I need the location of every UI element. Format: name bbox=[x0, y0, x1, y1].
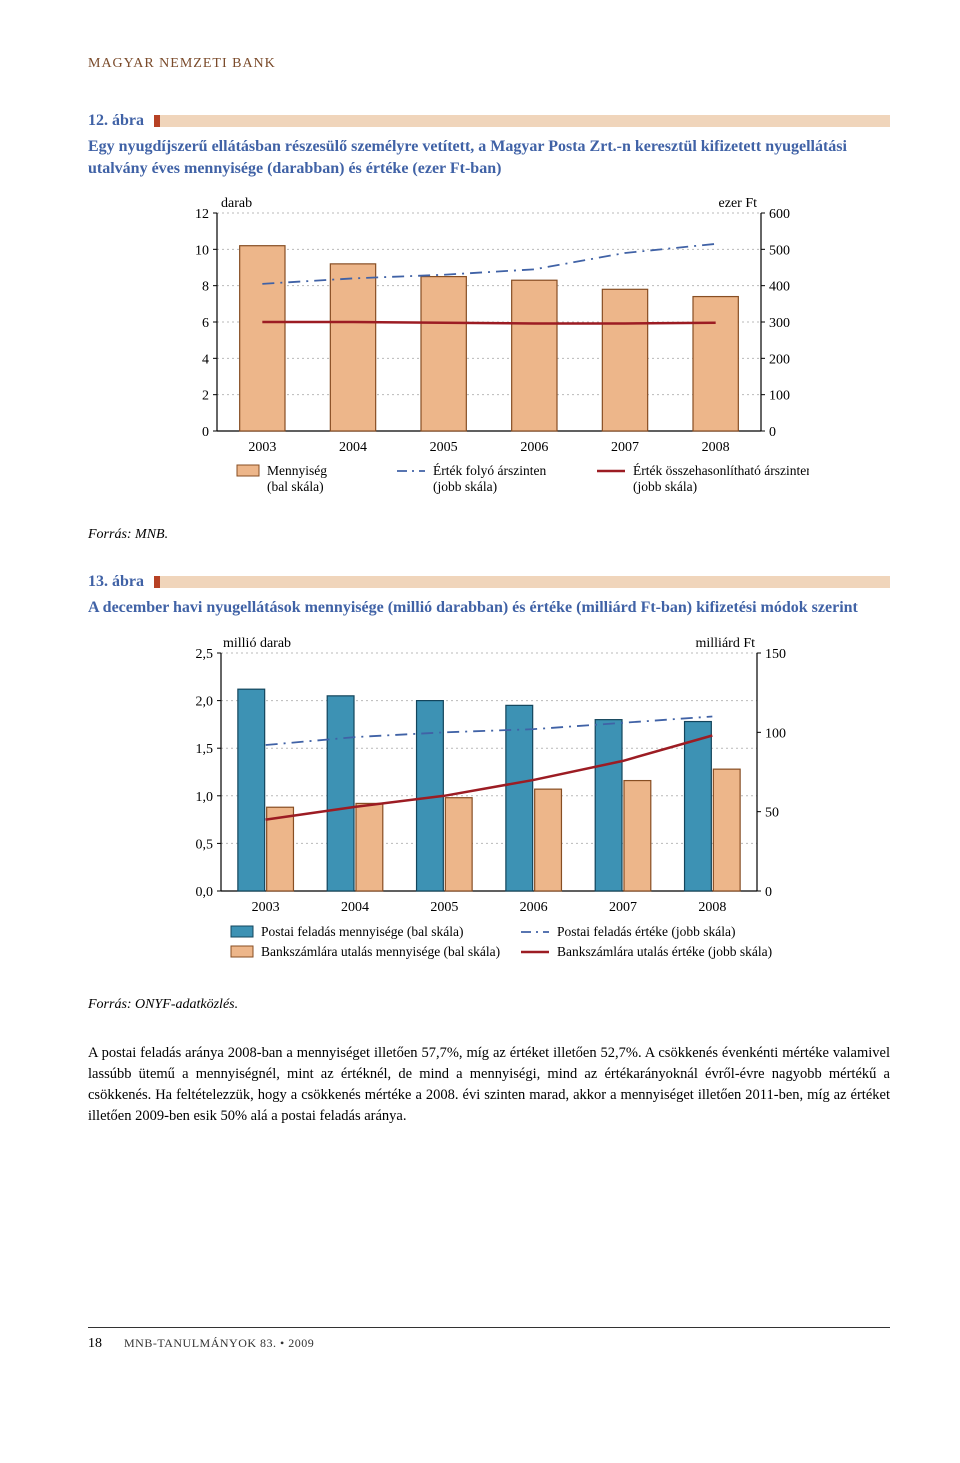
svg-text:0,5: 0,5 bbox=[196, 837, 214, 852]
svg-text:2005: 2005 bbox=[430, 900, 458, 915]
svg-text:Érték összehasonlítható árszin: Érték összehasonlítható árszinten bbox=[633, 463, 809, 478]
svg-text:0: 0 bbox=[769, 425, 776, 440]
svg-text:600: 600 bbox=[769, 207, 790, 222]
svg-text:100: 100 bbox=[769, 389, 790, 404]
svg-text:Postai feladás mennyisége (bal: Postai feladás mennyisége (bal skála) bbox=[261, 924, 463, 939]
svg-text:2: 2 bbox=[202, 389, 209, 404]
svg-text:Bankszámlára utalás értéke (jo: Bankszámlára utalás értéke (jobb skála) bbox=[557, 944, 772, 959]
fig12-source: Forrás: MNB. bbox=[88, 527, 890, 543]
footer-text: MNB-TANULMÁNYOK 83. • 2009 bbox=[124, 1336, 314, 1351]
svg-text:millió darab: millió darab bbox=[223, 636, 291, 651]
svg-text:2003: 2003 bbox=[248, 440, 276, 455]
svg-text:4: 4 bbox=[202, 353, 209, 368]
fig13-label: 13. ábra bbox=[88, 573, 144, 591]
svg-text:2004: 2004 bbox=[341, 900, 369, 915]
svg-text:2008: 2008 bbox=[702, 440, 730, 455]
page-header: MAGYAR NEMZETI BANK bbox=[88, 56, 890, 72]
svg-text:2,0: 2,0 bbox=[196, 694, 214, 709]
svg-text:2006: 2006 bbox=[520, 900, 548, 915]
svg-text:Érték folyó árszinten: Érték folyó árszinten bbox=[433, 463, 546, 478]
svg-text:2,5: 2,5 bbox=[196, 647, 214, 662]
svg-text:2007: 2007 bbox=[609, 900, 637, 915]
svg-text:darab: darab bbox=[221, 196, 252, 211]
fig12-title: Egy nyugdíjszerű ellátásban részesülő sz… bbox=[88, 136, 890, 179]
fig13-title: A december havi nyugellátások mennyisége… bbox=[88, 597, 890, 619]
svg-text:1,0: 1,0 bbox=[196, 790, 214, 805]
svg-text:2003: 2003 bbox=[252, 900, 280, 915]
fig12-title-box bbox=[154, 115, 890, 127]
svg-text:300: 300 bbox=[769, 316, 790, 331]
svg-text:10: 10 bbox=[195, 244, 209, 259]
fig13-chart: 0,0 0,5 1,0 1,5 2,0 2,5 0 50 100 150 2003 2004 2005 2… bbox=[169, 631, 809, 991]
svg-text:6: 6 bbox=[202, 316, 209, 331]
body-paragraph: A postai feladás aránya 2008-ban a menny… bbox=[88, 1043, 890, 1127]
svg-text:1,5: 1,5 bbox=[196, 742, 214, 757]
svg-text:(jobb skála): (jobb skála) bbox=[633, 479, 697, 494]
svg-text:200: 200 bbox=[769, 353, 790, 368]
svg-text:400: 400 bbox=[769, 280, 790, 295]
svg-text:(bal skála): (bal skála) bbox=[267, 479, 324, 494]
svg-text:Mennyiség: Mennyiség bbox=[267, 463, 327, 478]
svg-text:2007: 2007 bbox=[611, 440, 639, 455]
svg-text:2004: 2004 bbox=[339, 440, 367, 455]
svg-text:ezer Ft: ezer Ft bbox=[719, 196, 758, 211]
page-number: 18 bbox=[88, 1336, 102, 1352]
fig13-source: Forrás: ONYF-adatközlés. bbox=[88, 997, 890, 1013]
svg-text:50: 50 bbox=[765, 805, 779, 820]
svg-text:500: 500 bbox=[769, 244, 790, 259]
svg-text:Bankszámlára utalás mennyisége: Bankszámlára utalás mennyisége (bal skál… bbox=[261, 944, 500, 959]
svg-text:milliárd Ft: milliárd Ft bbox=[696, 636, 756, 651]
fig12-chart: 0 2 4 6 8 10 12 0 100 200 300 400 500 600 2003 2004 2005… bbox=[169, 191, 809, 521]
svg-text:0,0: 0,0 bbox=[196, 885, 214, 900]
fig12-label: 12. ábra bbox=[88, 112, 144, 130]
svg-text:(jobb skála): (jobb skála) bbox=[433, 479, 497, 494]
svg-text:12: 12 bbox=[195, 207, 209, 222]
svg-text:2005: 2005 bbox=[430, 440, 458, 455]
svg-text:8: 8 bbox=[202, 280, 209, 295]
svg-text:150: 150 bbox=[765, 647, 786, 662]
svg-text:Postai feladás értéke (jobb sk: Postai feladás értéke (jobb skála) bbox=[557, 924, 735, 939]
svg-text:0: 0 bbox=[202, 425, 209, 440]
svg-text:100: 100 bbox=[765, 726, 786, 741]
svg-text:2006: 2006 bbox=[520, 440, 548, 455]
fig13-title-box bbox=[154, 576, 890, 588]
svg-text:2008: 2008 bbox=[698, 900, 726, 915]
svg-text:0: 0 bbox=[765, 885, 772, 900]
